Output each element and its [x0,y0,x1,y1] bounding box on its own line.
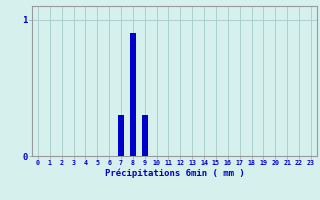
X-axis label: Précipitations 6min ( mm ): Précipitations 6min ( mm ) [105,169,244,178]
Bar [142,115,148,156]
Bar [130,33,136,156]
Bar [118,115,124,156]
